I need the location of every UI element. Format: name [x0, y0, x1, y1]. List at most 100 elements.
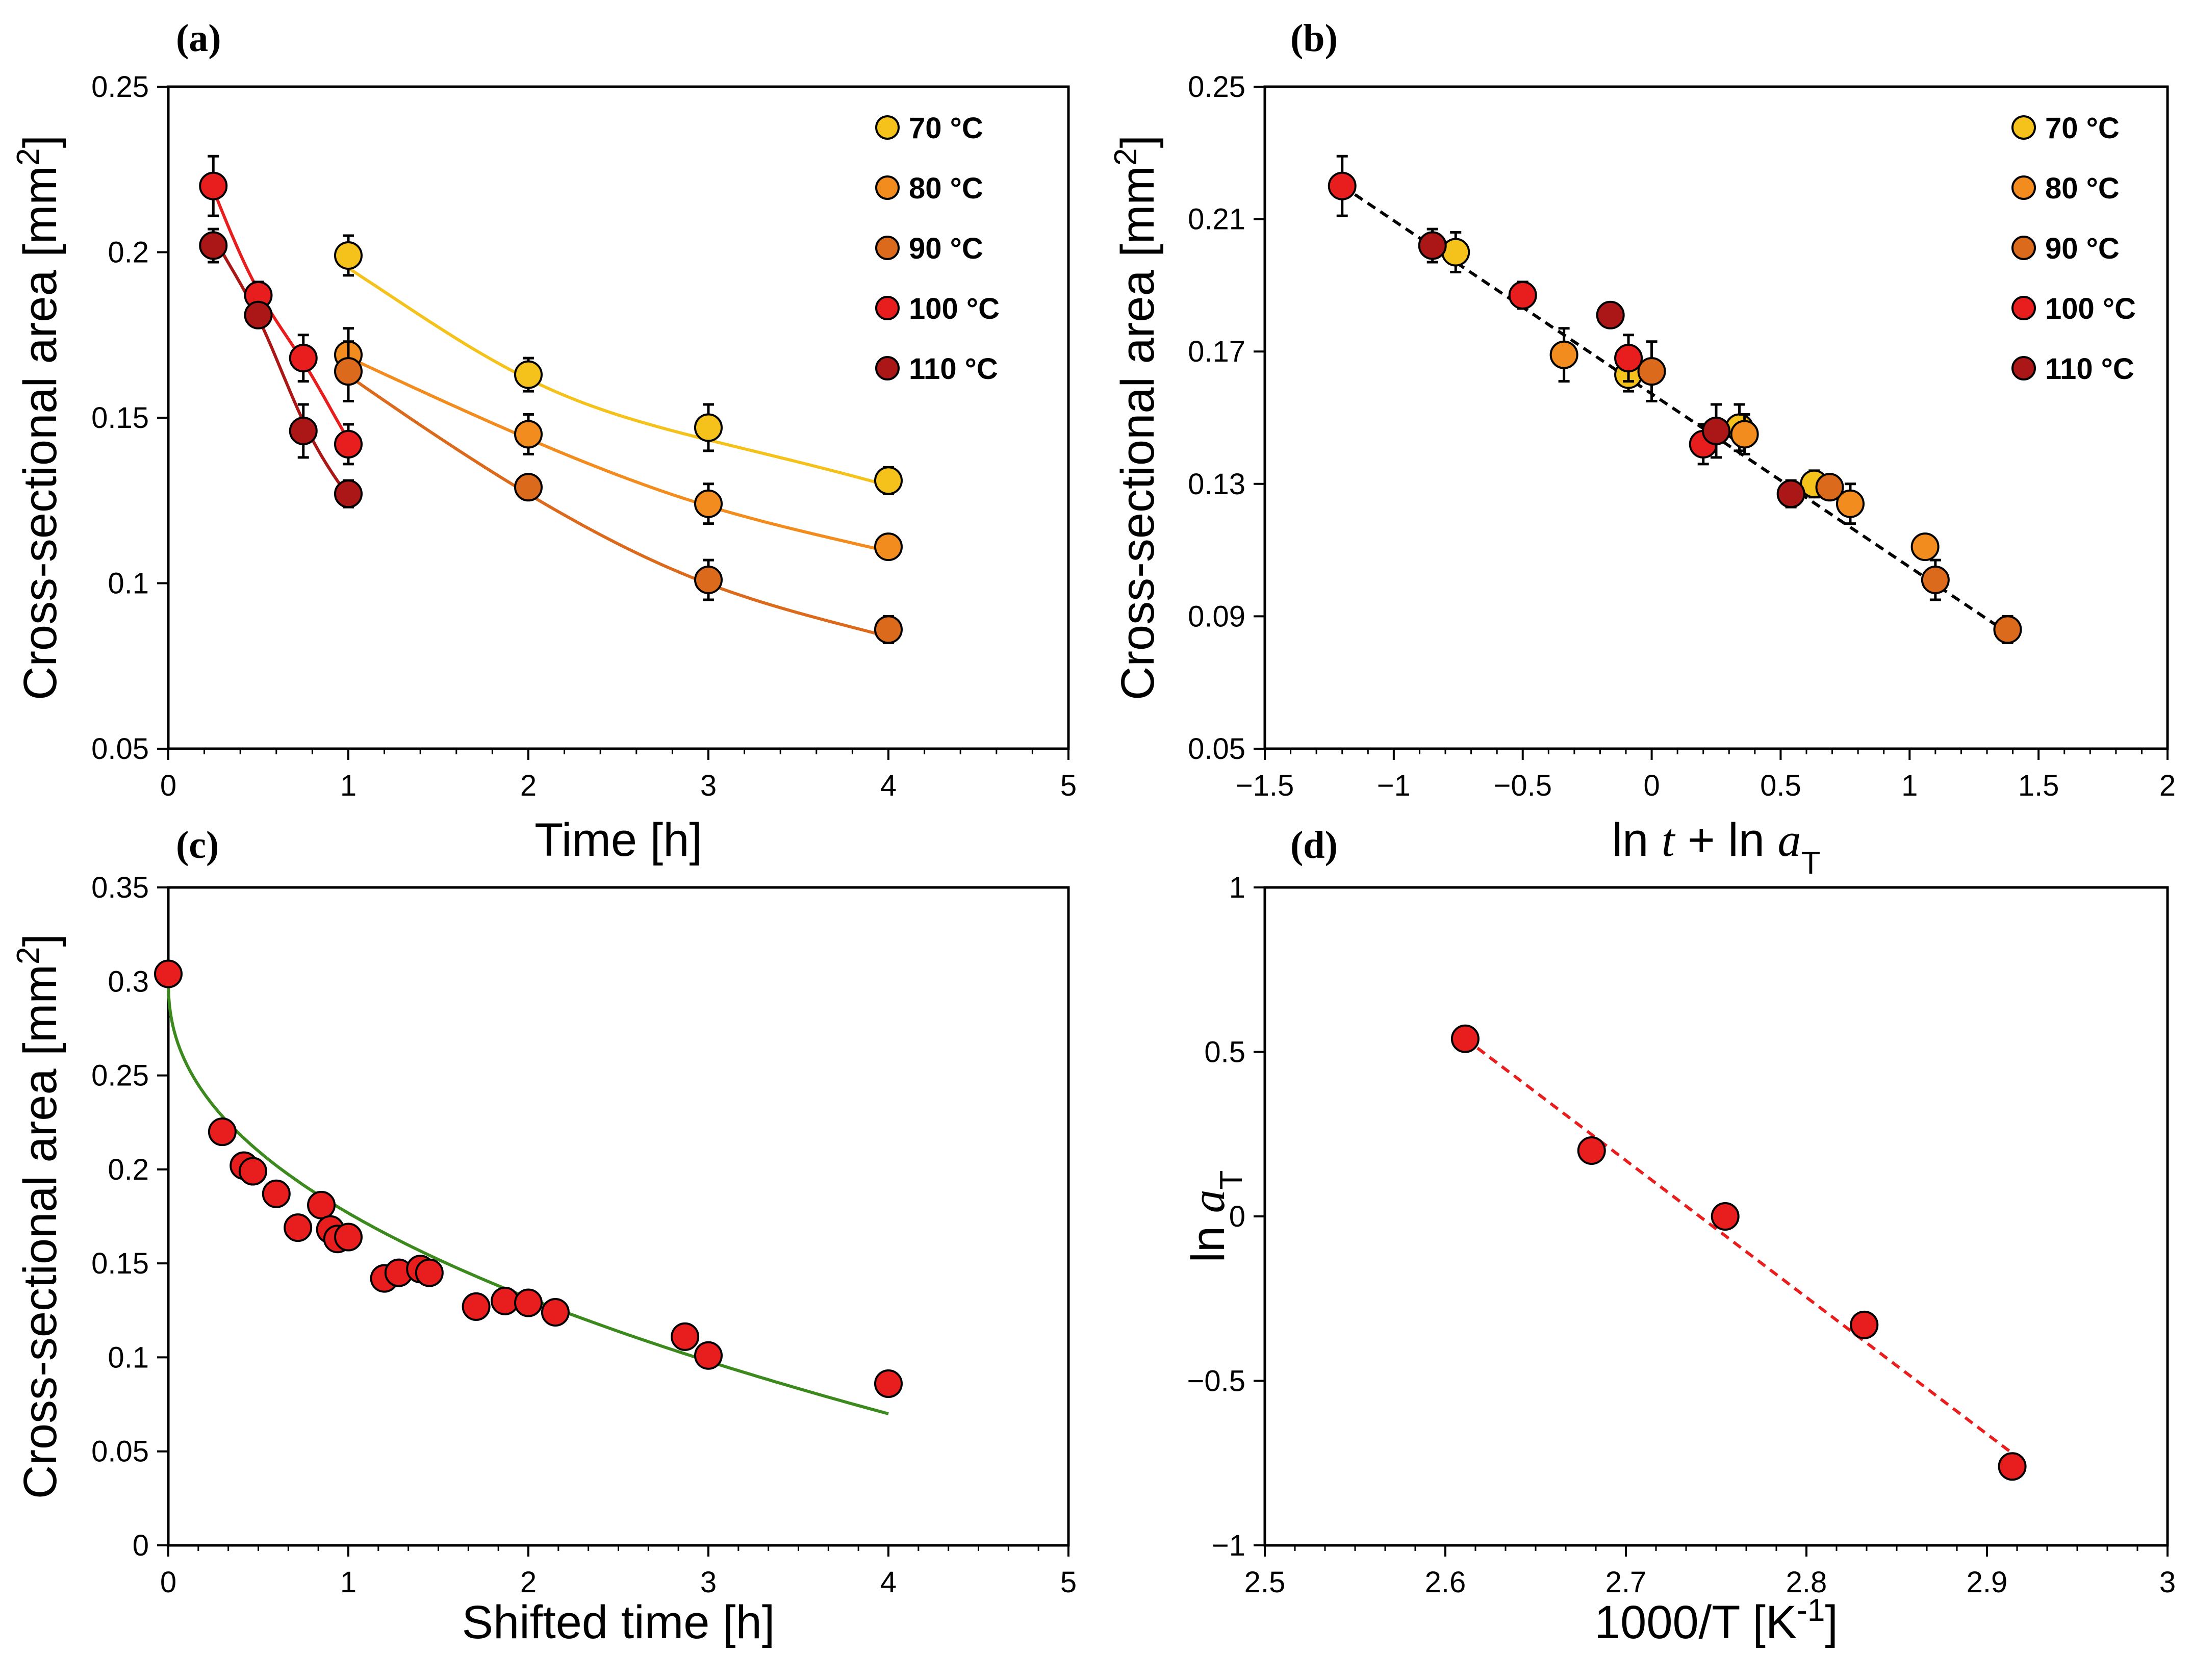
data-point: [1508, 281, 1537, 310]
data-point: [694, 1341, 723, 1370]
fit-curve: [347, 267, 889, 487]
x-tick-label: 3: [700, 769, 717, 802]
x-tick-label: 1: [1901, 769, 1918, 802]
y-tick-label: 0.25: [91, 1059, 149, 1092]
data-point: [199, 171, 228, 200]
x-tick-label: 0.5: [1760, 769, 1801, 802]
data-point: [1730, 420, 1759, 449]
series-90-c: [334, 340, 903, 644]
y-tick-label: −1: [1212, 1529, 1245, 1562]
y-tick-label: 0.21: [1188, 203, 1245, 236]
data-point: [1702, 416, 1730, 445]
x-tick-label: 1: [340, 769, 356, 802]
data-point: [334, 1223, 363, 1252]
data-point: [514, 1288, 543, 1317]
y-tick-label: 0.15: [91, 1247, 149, 1280]
fit-line: [1464, 1037, 2013, 1455]
data-point: [1910, 532, 1940, 562]
x-tick-label: 2.9: [1967, 1566, 2008, 1599]
data-point: [289, 344, 318, 373]
x-tick-label: 2: [520, 769, 537, 802]
y-tick-label: 0.09: [1188, 600, 1245, 633]
legend-marker: [2011, 296, 2036, 320]
data-point: [1614, 344, 1643, 373]
plot-frame: [1263, 85, 2169, 750]
fit-curve: [347, 374, 889, 639]
data-point: [415, 1258, 444, 1287]
x-tick-label: 3: [700, 1566, 717, 1599]
legend-marker: [2011, 356, 2036, 380]
y-tick-label: 0.2: [108, 236, 149, 269]
panel-label: (c): [176, 824, 219, 867]
x-axis-title: ln t + ln aT: [1612, 814, 1821, 881]
legend-label: 110 °C: [2045, 352, 2134, 386]
data-point: [514, 473, 543, 502]
y-axis-title: Cross-sectional area [mm2]: [11, 135, 67, 700]
data-point: [694, 413, 723, 442]
x-axis-title: 1000/T [K-1]: [1594, 1593, 1838, 1649]
series-shifted-data: [154, 959, 903, 1398]
legend-marker: [2011, 236, 2036, 260]
data-point: [874, 466, 903, 495]
data-point: [1993, 615, 2022, 644]
legend-label: 80 °C: [2045, 172, 2120, 205]
x-tick-label: 0: [160, 1566, 176, 1599]
y-tick-label: 0: [133, 1529, 149, 1562]
data-point: [334, 479, 363, 508]
y-tick-label: −0.5: [1187, 1365, 1246, 1398]
data-point: [671, 1322, 700, 1351]
data-point: [334, 241, 363, 270]
data-point: [199, 231, 228, 260]
y-tick-label: 0.13: [1188, 468, 1245, 501]
fit-curve: [212, 235, 350, 497]
data-point: [1596, 300, 1625, 329]
legend-marker: [875, 115, 900, 140]
legend-label: 110 °C: [909, 352, 998, 386]
x-tick-label: 4: [880, 769, 897, 802]
data-point: [1549, 340, 1578, 369]
y-axis-title: Cross-sectional area [mm2]: [11, 934, 67, 1499]
legend-marker: [2011, 175, 2036, 200]
data-point: [1328, 171, 1357, 200]
data-point: [1711, 1202, 1740, 1231]
data-point: [244, 300, 273, 329]
legend-label: 90 °C: [2045, 232, 2120, 265]
data-point: [514, 420, 543, 449]
data-point: [238, 1157, 267, 1186]
chart-panel-c: 0 1 2 3 4 5 0 0.05 0.1 0.15 0.2 0.25 0.3 0.35 (c) Shift…: [11, 824, 1077, 1648]
data-point: [541, 1297, 570, 1327]
x-tick-label: 5: [1060, 1566, 1077, 1599]
panel-label: (d): [1290, 824, 1338, 867]
series-100-c: [199, 155, 363, 466]
data-point: [874, 615, 903, 644]
legend-label: 100 °C: [2045, 292, 2136, 325]
legend-marker: [875, 236, 900, 260]
x-tick-label: 5: [1060, 769, 1077, 802]
series-110-c: [199, 227, 363, 508]
data-point: [284, 1213, 313, 1242]
data-point: [1921, 566, 1950, 595]
series-80-c: [1549, 327, 1940, 562]
data-point: [262, 1179, 291, 1208]
data-point: [462, 1292, 491, 1321]
data-point: [1836, 489, 1865, 518]
y-tick-label: 0: [1229, 1200, 1245, 1233]
data-point: [514, 360, 543, 389]
data-point: [1450, 1024, 1480, 1053]
fit-curve: [212, 189, 350, 441]
data-point: [874, 1369, 903, 1398]
x-tick-label: 2.8: [1786, 1566, 1827, 1599]
y-tick-label: 0.1: [108, 567, 149, 600]
legend-marker: [875, 356, 900, 380]
x-tick-label: −1.5: [1236, 769, 1294, 802]
x-tick-label: 2.6: [1425, 1566, 1466, 1599]
legend-marker: [875, 175, 900, 200]
data-point: [1577, 1136, 1606, 1165]
legend: 70 °C 80 °C 90 °C 100 °C 110 °C: [2011, 112, 2136, 386]
y-axis-title: Cross-sectional area [mm2]: [1108, 135, 1164, 700]
y-tick-label: 0.5: [1204, 1036, 1245, 1069]
x-tick-label: 2.5: [1244, 1566, 1286, 1599]
data-point: [154, 959, 183, 988]
y-tick-label: 0.2: [108, 1153, 149, 1186]
x-tick-label: 2.7: [1605, 1566, 1647, 1599]
